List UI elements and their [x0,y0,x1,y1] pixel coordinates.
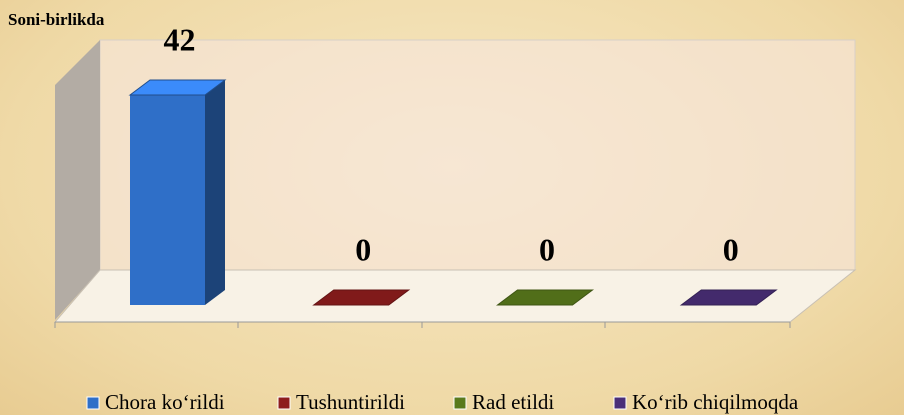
bar-side [205,80,225,305]
legend-label: Chora ko‘rildi [105,390,225,414]
data-label: 0 [723,231,739,267]
legend-swatch [86,396,100,410]
bar [679,289,778,306]
bar-top [496,289,594,306]
bar-top [128,79,227,96]
bar-top [679,289,778,306]
bar-front [130,95,205,305]
side-wall [55,40,100,320]
data-label: 0 [539,231,555,267]
bar [496,289,594,306]
bar [312,289,411,306]
legend-swatch [277,396,291,410]
legend-label: Ko‘rib chiqilmoqda [632,390,799,414]
bar-top [312,289,411,306]
legend-swatch [453,396,467,410]
bar [128,79,227,305]
x-ticks [54,322,791,328]
data-label: 0 [355,231,371,267]
legend-swatch [613,396,627,410]
legend-label: Rad etildi [472,390,554,414]
y-axis-title: Soni-birlikda [8,10,105,29]
legend-label: Tushuntirildi [296,390,405,414]
data-label: 42 [164,21,196,57]
